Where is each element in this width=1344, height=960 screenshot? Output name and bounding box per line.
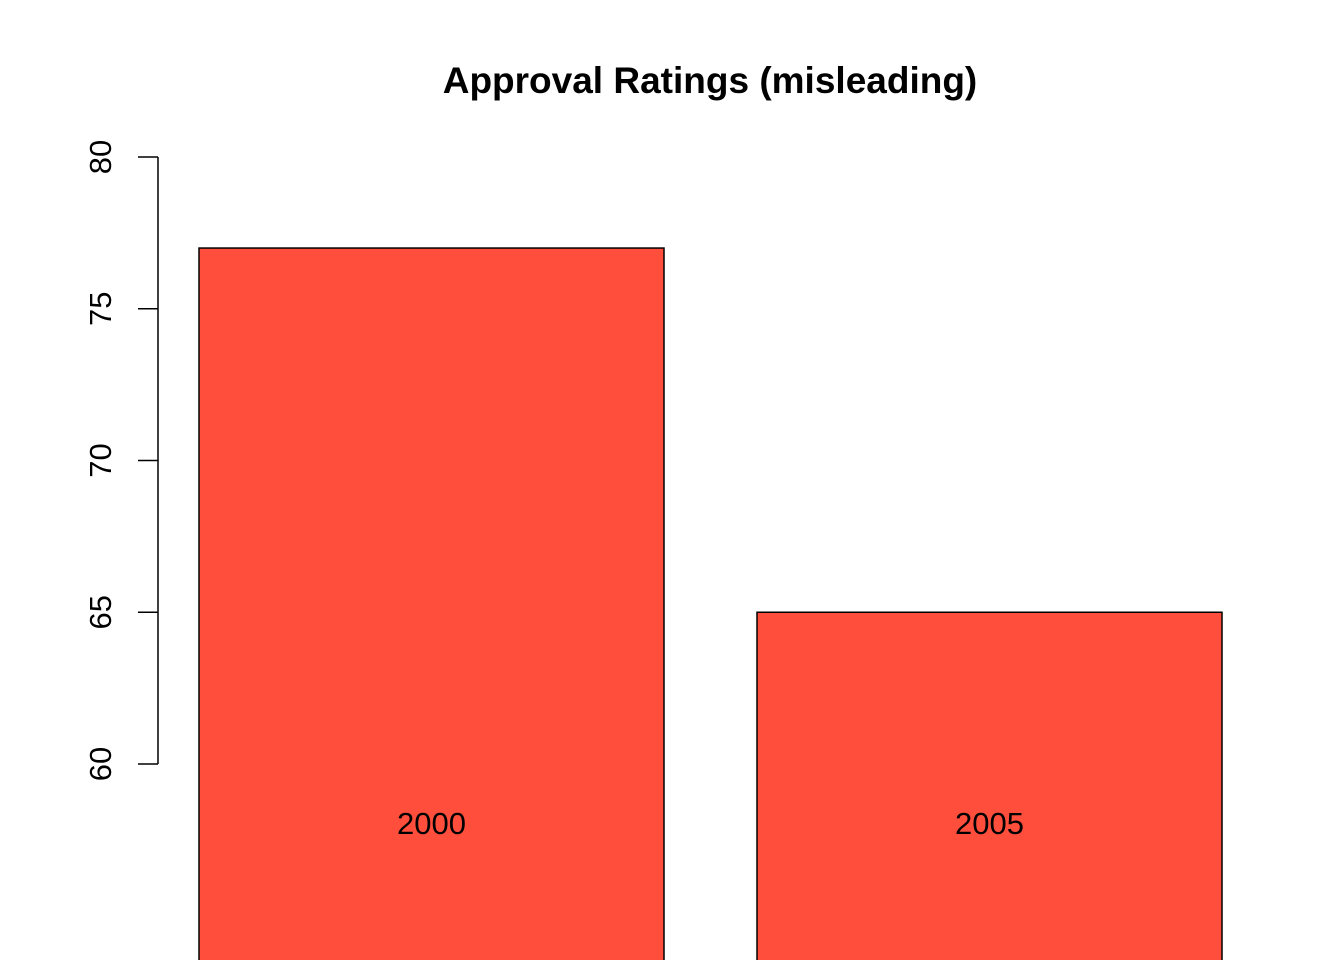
y-tick-label-80: 80 xyxy=(83,140,118,174)
bar-labels: 2000 2005 xyxy=(397,806,1024,841)
y-tick-label-70: 70 xyxy=(83,443,118,477)
category-label-2005: 2005 xyxy=(955,806,1024,841)
bar-2005 xyxy=(756,611,1223,960)
chart-title: Approval Ratings (misleading) xyxy=(443,60,978,101)
y-axis: 60 65 70 75 80 xyxy=(83,140,159,781)
bars-layer xyxy=(198,247,1223,960)
y-tick-label-75: 75 xyxy=(83,292,118,326)
bar-2000 xyxy=(198,247,665,960)
y-tick-label-60: 60 xyxy=(83,747,118,781)
y-tick-label-65: 65 xyxy=(83,595,118,629)
category-label-2000: 2000 xyxy=(397,806,466,841)
